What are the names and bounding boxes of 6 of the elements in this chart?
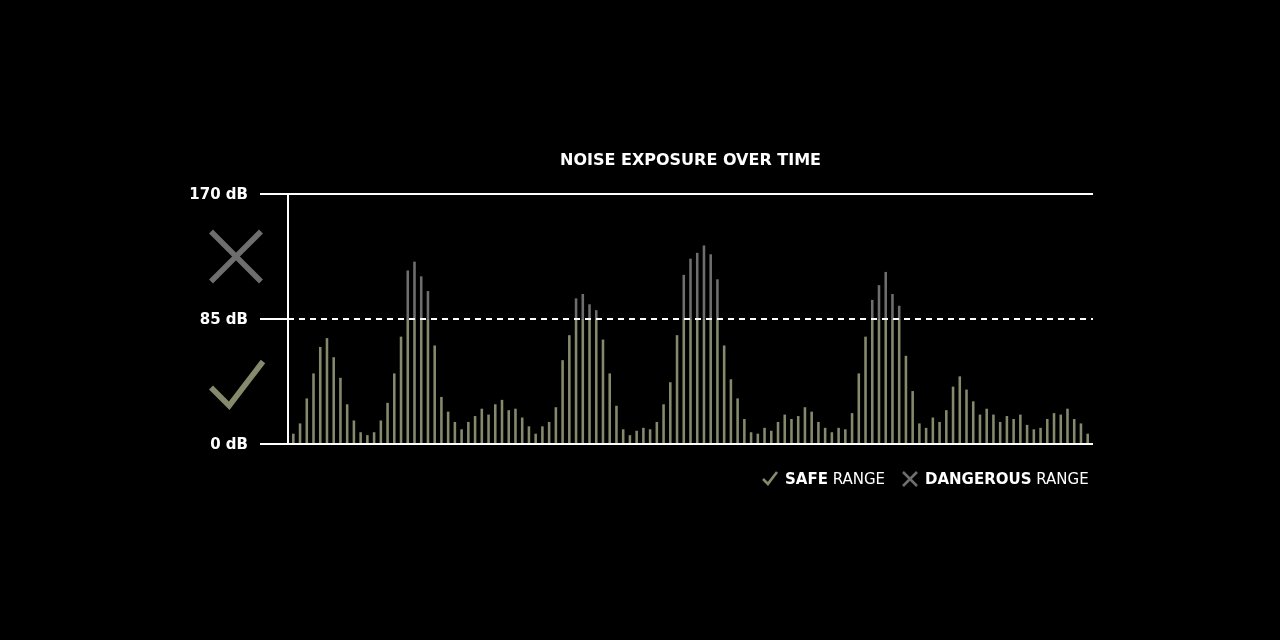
y-tick-label: 85 dB (199, 310, 248, 329)
legend-label: SAFE RANGE (785, 470, 886, 489)
legend-label: DANGEROUS RANGE (925, 470, 1089, 489)
y-tick-label: 170 dB (189, 185, 248, 204)
y-tick-label: 0 dB (210, 435, 248, 454)
chart-title: NOISE EXPOSURE OVER TIME (560, 150, 821, 169)
